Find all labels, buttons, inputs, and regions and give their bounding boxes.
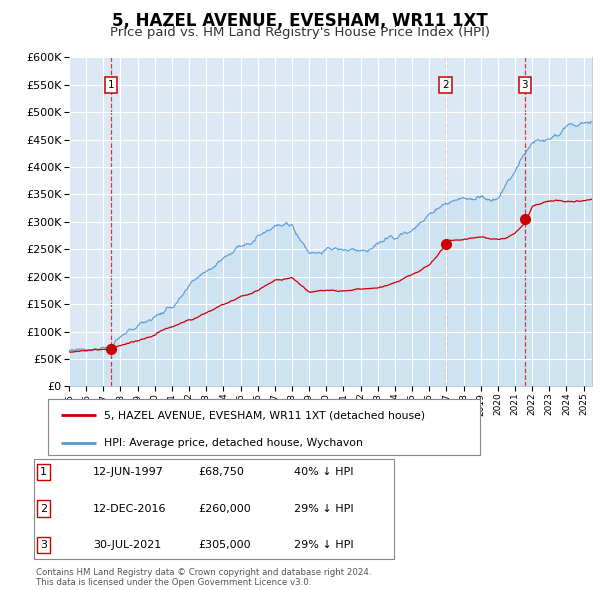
Text: 3: 3 [40, 540, 47, 550]
Text: 1: 1 [108, 80, 115, 90]
Text: 29% ↓ HPI: 29% ↓ HPI [294, 504, 353, 513]
FancyBboxPatch shape [48, 399, 480, 455]
Text: 30-JUL-2021: 30-JUL-2021 [93, 540, 161, 550]
Text: 29% ↓ HPI: 29% ↓ HPI [294, 540, 353, 550]
Text: 1: 1 [40, 467, 47, 477]
Text: 12-DEC-2016: 12-DEC-2016 [93, 504, 167, 513]
Text: 40% ↓ HPI: 40% ↓ HPI [294, 467, 353, 477]
Text: 5, HAZEL AVENUE, EVESHAM, WR11 1XT: 5, HAZEL AVENUE, EVESHAM, WR11 1XT [112, 12, 488, 30]
Text: Contains HM Land Registry data © Crown copyright and database right 2024.
This d: Contains HM Land Registry data © Crown c… [36, 568, 371, 587]
Text: Price paid vs. HM Land Registry's House Price Index (HPI): Price paid vs. HM Land Registry's House … [110, 26, 490, 39]
Text: £260,000: £260,000 [198, 504, 251, 513]
Text: 5, HAZEL AVENUE, EVESHAM, WR11 1XT (detached house): 5, HAZEL AVENUE, EVESHAM, WR11 1XT (deta… [104, 410, 425, 420]
Text: 3: 3 [521, 80, 528, 90]
Text: 2: 2 [442, 80, 449, 90]
Text: £305,000: £305,000 [198, 540, 251, 550]
Text: 12-JUN-1997: 12-JUN-1997 [93, 467, 164, 477]
Text: 2: 2 [40, 504, 47, 513]
Text: £68,750: £68,750 [198, 467, 244, 477]
Text: HPI: Average price, detached house, Wychavon: HPI: Average price, detached house, Wych… [104, 438, 363, 448]
